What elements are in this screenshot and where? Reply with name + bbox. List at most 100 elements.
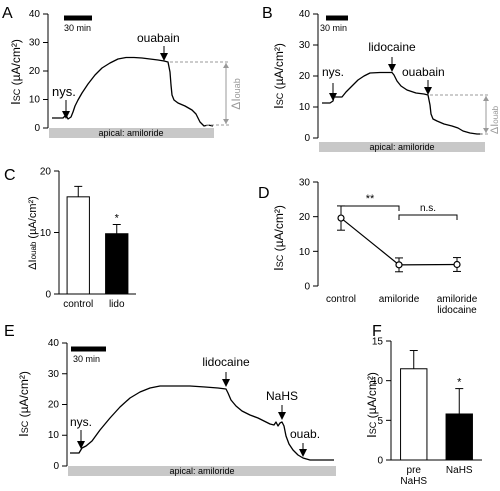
panel-d-ytick-label: 20: [299, 212, 311, 223]
panel-e-amiloride-label: apical: amiloride: [169, 466, 234, 476]
panel-b-lidocaine-label: lidocaine: [368, 40, 416, 54]
panel-e-nahs-label: NaHS: [266, 389, 298, 403]
panel-a-ylabel: ISC (µA/cm²): [8, 39, 23, 105]
panel-d-ylabel: ISC (µA/cm²): [271, 205, 286, 271]
panel-f-ytick-label: 10: [372, 376, 384, 387]
panel-a-nys-arrowhead: [62, 111, 70, 119]
panel-e-amiloride-bar: [68, 466, 336, 476]
panel-e-nys-label: nys.: [70, 415, 92, 429]
panel-a-trace: [52, 56, 214, 127]
panel-c-letter: C: [4, 167, 16, 184]
panel-f-letter: F: [372, 323, 382, 340]
panel-b-letter: B: [262, 5, 273, 22]
panel-a-yaxis: 0 10 20 30 40 ISC (µA/cm²): [8, 9, 49, 134]
panel-a-nys-label: nys.: [52, 84, 76, 99]
panel-d-sig-label-1: **: [366, 193, 375, 205]
panel-b-ouabain-arrowhead: [424, 87, 432, 95]
panel-b-ytick: 0: [304, 133, 310, 144]
panel-c-ytick-label: 0: [45, 290, 51, 301]
panel-e-nahs-arrowhead: [278, 412, 286, 420]
panel-e-ouab-arrowhead: [299, 449, 307, 457]
panel-a-amiloride-bar: [49, 128, 214, 138]
panel-e-letter: E: [4, 323, 15, 340]
panel-f-bar: [445, 413, 473, 461]
panel-e-ytick: 20: [48, 400, 60, 411]
panel-d-category-label: amiloride lidocaine: [437, 294, 478, 316]
panel-e-nys-arrowhead: [77, 441, 85, 449]
panel-e-ytick: 0: [53, 461, 59, 472]
panel-f-ylabel: ISC (µA/cm²): [364, 372, 379, 438]
panel-c-ytick-label: 20: [40, 167, 52, 178]
panel-b-delta-label: ΔIouab: [489, 105, 500, 134]
panel-c-category-label: lido: [109, 299, 125, 310]
panel-e-lidocaine-label: lidocaine: [202, 355, 250, 369]
panel-e-yaxis: 0 10 20 30 40 ISC (µA/cm²): [16, 338, 68, 472]
panel-c-ylabel: ΔIouab (µA/cm²): [27, 196, 39, 270]
panel-a-ytick: 30: [29, 38, 41, 49]
panel-b-nys-label: nys.: [322, 65, 344, 79]
panel-b: B 0 10 20 30 40 ISC (µA/cm²) 30 min nys.…: [262, 5, 500, 152]
panel-d-ytick-label: 30: [299, 178, 311, 189]
panel-d-category-label: amiloride: [379, 294, 420, 305]
panel-c-category-label: control: [63, 299, 93, 310]
panel-d-sig-label-2: n.s.: [420, 203, 436, 214]
panel-b-yaxis: 0 10 20 30 40 ISC (µA/cm²): [271, 9, 319, 144]
panel-b-ylabel: ISC (µA/cm²): [271, 43, 286, 109]
panel-c-plot: 0 10 20 control lido: [40, 167, 136, 310]
panel-b-lidocaine-arrowhead: [388, 64, 396, 72]
panel-e: E 0 10 20 30 40 ISC (µA/cm²) 30 min nys.…: [4, 323, 336, 476]
panel-f-category-label: NaHS: [446, 465, 473, 476]
panel-b-trace: [322, 71, 482, 135]
panel-d-category-label: control: [326, 294, 356, 305]
panel-c-ytick-label: 10: [40, 228, 52, 239]
panel-b-ouabain-label: ouabain: [402, 65, 445, 79]
panel-d-ytick-label: 0: [304, 282, 310, 293]
panel-f-ytick-label: 15: [372, 337, 384, 348]
panel-d-bracket-1: **: [340, 193, 400, 211]
panel-a-ytick: 10: [29, 95, 41, 106]
panel-a-amiloride-label: apical: amiloride: [98, 128, 163, 138]
panel-c-significance-star: *: [115, 213, 120, 225]
panel-d-data-point: [337, 214, 345, 222]
panel-f-plot: 0 5 10 15 pre NaHS NaHS: [372, 337, 482, 487]
panel-f-ytick-label: 0: [377, 456, 383, 467]
panel-e-ytick: 10: [48, 430, 60, 441]
panel-c-bar: [105, 233, 129, 295]
panel-f-category-label: pre NaHS: [400, 465, 427, 487]
panel-e-ytick: 40: [48, 338, 60, 349]
panel-a-ouabain-label: ouabain: [137, 31, 180, 45]
panel-e-ylabel: ISC (µA/cm²): [16, 371, 31, 437]
panel-d-bracket-2: n.s.: [398, 203, 458, 220]
panel-a-ytick: 20: [29, 66, 41, 77]
panel-d-data-point: [395, 261, 403, 269]
panel-e-ytick: 30: [48, 369, 60, 380]
panel-c-bar: [66, 196, 90, 295]
panel-a-delta-label: ΔIouab: [229, 78, 243, 109]
panel-c: C ΔIouab (µA/cm²) 0 10 20 control lido *: [4, 167, 136, 310]
panel-a-scale-label: 30 min: [64, 23, 91, 33]
panel-b-ytick: 40: [299, 9, 311, 20]
panel-b-ytick: 30: [299, 40, 311, 51]
panel-f-ytick-label: 5: [377, 416, 383, 427]
panel-b-ytick: 10: [299, 102, 311, 113]
panel-a-ouabain-arrowhead: [160, 53, 168, 61]
panel-f-bar: [400, 368, 428, 461]
panel-e-ouab-label: ouab.: [290, 427, 320, 441]
panel-d-data-point: [453, 260, 461, 269]
panel-b-amiloride-label: apical: amiloride: [369, 142, 434, 152]
panel-b-scale-label: 30 min: [320, 23, 347, 33]
panel-b-ytick: 20: [299, 71, 311, 82]
panel-a-ytick: 40: [29, 9, 41, 20]
panel-b-nys-arrowhead: [329, 93, 337, 101]
panel-e-trace: [70, 385, 334, 461]
panel-a-letter: A: [2, 5, 13, 22]
panel-f-significance-star: *: [457, 377, 462, 389]
panel-a-ytick: 0: [34, 123, 40, 134]
panel-d: D ISC (µA/cm²) 0 10 20 30 control amiloride am…: [258, 178, 478, 317]
panel-d-letter: D: [258, 185, 270, 202]
panel-a: A 0 10 20 30 40 ISC (µA/cm²) 30 min nys.…: [2, 5, 243, 138]
panel-f: F ISC (µA/cm²) 0 5 10 15 pre NaHS NaHS *: [364, 323, 482, 487]
panel-d-ytick-label: 10: [299, 247, 311, 258]
panel-e-scale-label: 30 min: [73, 354, 100, 364]
